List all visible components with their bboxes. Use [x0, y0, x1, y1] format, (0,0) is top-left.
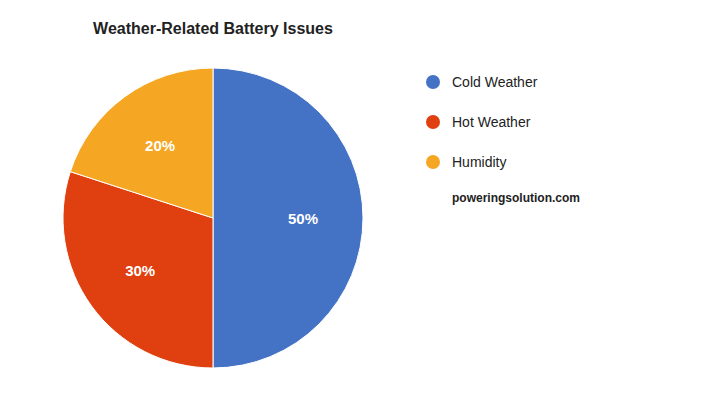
legend-label: Humidity	[452, 154, 506, 170]
data-label: 20%	[145, 137, 175, 154]
legend-swatch	[426, 155, 440, 169]
legend-label: Cold Weather	[452, 74, 538, 90]
pie-slice	[213, 68, 363, 368]
data-label: 30%	[125, 262, 155, 279]
legend-swatch	[426, 75, 440, 89]
pie-slice	[70, 68, 213, 218]
data-label: 50%	[288, 210, 318, 227]
background	[0, 0, 710, 400]
legend: Cold Weather Hot Weather Humidity	[426, 74, 538, 170]
data-labels: 50% 30% 20%	[125, 137, 318, 280]
annotation: poweringsolution.com	[452, 191, 580, 205]
legend-swatch	[426, 115, 440, 129]
pie	[63, 68, 363, 368]
chart: Weather-Related Battery Issues 50% 30% 20% C…	[0, 0, 710, 400]
legend-label: Hot Weather	[452, 114, 531, 130]
title: Weather-Related Battery Issues	[93, 20, 333, 37]
